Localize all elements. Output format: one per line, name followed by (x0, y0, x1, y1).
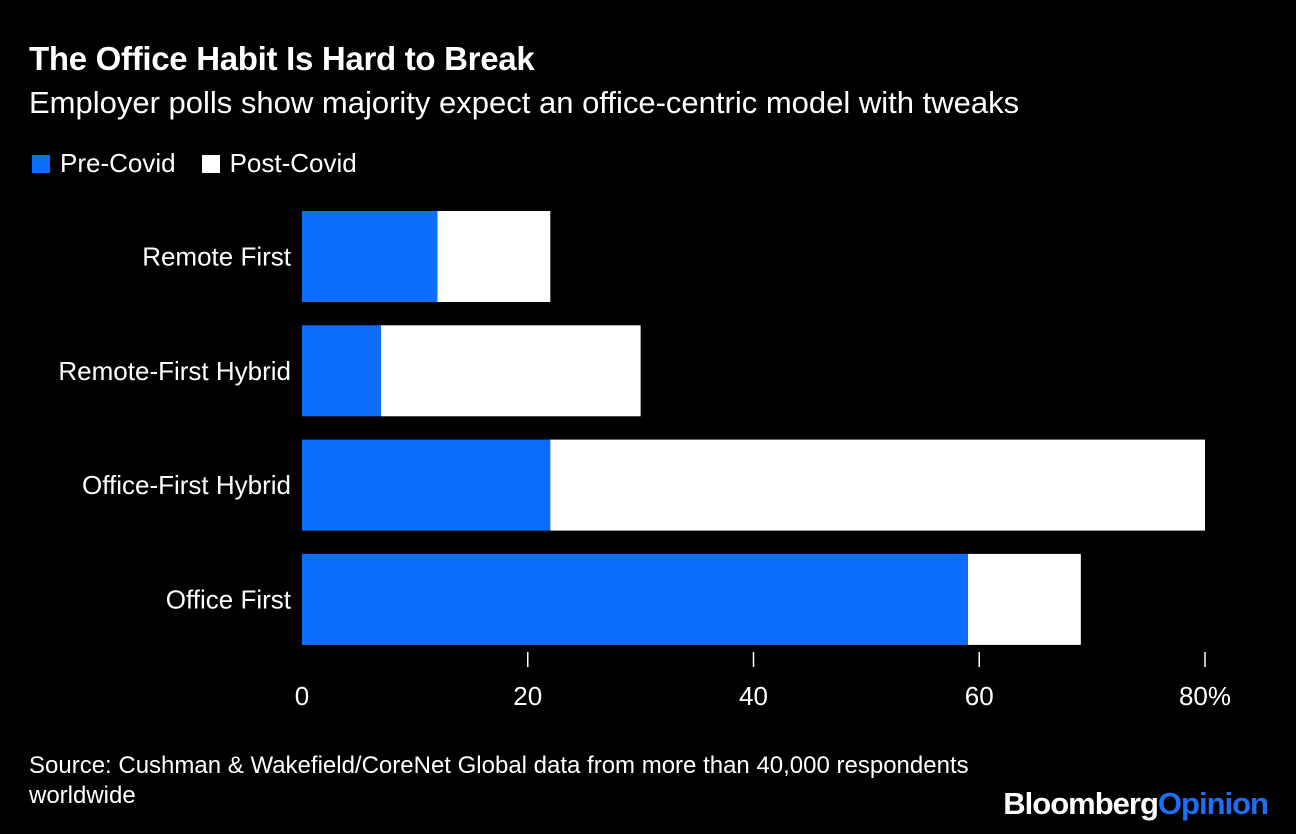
bar-pre-covid-4 (302, 553, 968, 645)
legend-item-post-covid: Post-Covid (201, 148, 357, 179)
bar-pre-covid-1 (302, 211, 438, 302)
x-tick-label: 80% (1179, 681, 1231, 711)
legend-item-pre-covid: Pre-Covid (32, 148, 176, 179)
legend-label-post-covid: Post-Covid (229, 148, 357, 178)
x-tick-label: 0 (295, 681, 309, 711)
brand-logo-part2: Opinion (1157, 786, 1269, 821)
category-label: Remote First (142, 242, 292, 272)
legend-label-pre-covid: Pre-Covid (60, 148, 176, 178)
chart-title: The Office Habit Is Hard to Break (29, 40, 535, 77)
category-label: Office-First Hybrid (82, 470, 291, 500)
legend-swatch-post-covid (201, 154, 220, 173)
category-label: Remote-First Hybrid (58, 356, 291, 386)
bar-post-covid-3 (550, 439, 1205, 531)
chart-subtitle: Employer polls show majority expect an o… (29, 85, 1020, 120)
bar-pre-covid-2 (302, 325, 382, 417)
bar-post-covid-1 (437, 211, 551, 302)
category-label: Office First (166, 584, 292, 614)
brand-logo-part1: Bloomberg (1003, 786, 1159, 821)
bar-post-covid-2 (381, 325, 641, 417)
x-tick-label: 60 (965, 681, 994, 711)
legend: Pre-Covid Post-Covid (32, 148, 383, 179)
x-tick-label: 20 (513, 681, 542, 711)
brand-logo: BloombergOpinion (1003, 786, 1269, 822)
legend-swatch-pre-covid (32, 154, 50, 173)
bar-post-covid-4 (967, 553, 1081, 645)
x-tick-label: 40 (739, 681, 768, 711)
bar-pre-covid-3 (302, 439, 551, 531)
source-note: Source: Cushman & Wakefield/CoreNet Glob… (29, 752, 969, 809)
